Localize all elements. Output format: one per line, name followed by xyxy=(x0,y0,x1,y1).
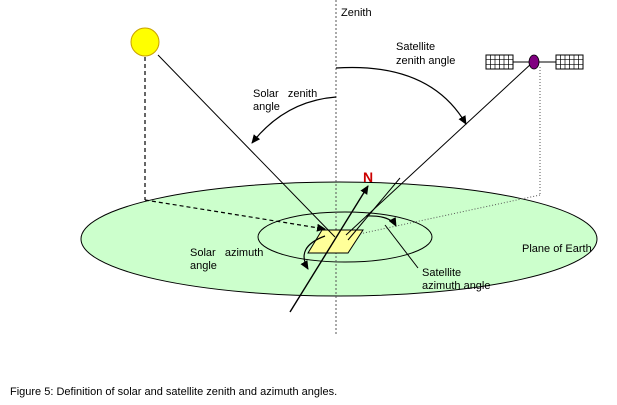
satellite-azimuth-leader xyxy=(384,224,419,269)
figure-caption: Figure 5: Definition of solar and satell… xyxy=(10,386,338,398)
plane-of-earth-label: Plane of Earth xyxy=(522,243,592,255)
sun-icon xyxy=(130,27,160,57)
surface-patch xyxy=(307,229,364,254)
satellite-zenith-angle-arrow xyxy=(335,66,467,125)
north-line xyxy=(289,185,369,313)
satellite-azimuth-angle-arrow xyxy=(365,215,397,227)
solar-azimuth-angle-label: Solar azimuth angle xyxy=(190,247,285,272)
reference-line xyxy=(347,177,401,241)
solar-azimuth-angle-arrow xyxy=(300,235,326,270)
solar-zenith-angle-label: Solar zenith angle xyxy=(253,88,339,113)
azimuth-circle xyxy=(257,211,433,263)
sun-projection-line xyxy=(144,199,326,232)
north-label: N xyxy=(363,169,373,185)
satellite-icon xyxy=(485,54,584,70)
solar-zenith-angle-arrow xyxy=(251,96,337,144)
satellite-zenith-angle-label: Satellite zenith angle xyxy=(396,41,455,67)
satellite-line-of-sight xyxy=(345,62,533,236)
sun-ray xyxy=(157,54,336,238)
zenith-label: Zenith xyxy=(341,7,372,19)
satellite-azimuth-angle-label: Satellite azimuth angle xyxy=(422,267,491,292)
